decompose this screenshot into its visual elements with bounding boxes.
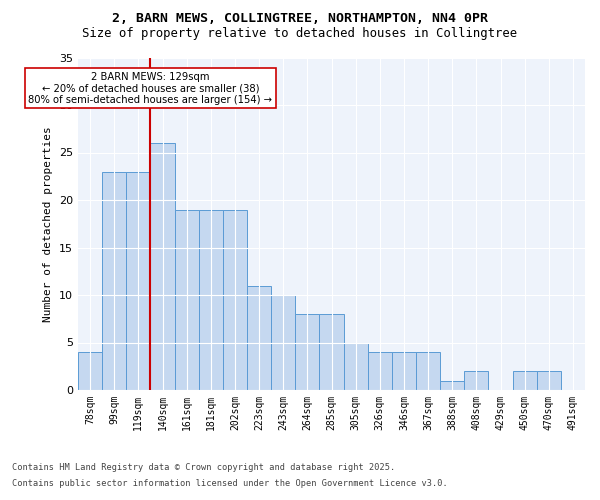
Bar xyxy=(344,342,368,390)
Bar xyxy=(392,352,416,390)
Bar xyxy=(440,380,464,390)
Bar xyxy=(175,210,199,390)
Bar xyxy=(512,371,537,390)
Bar xyxy=(295,314,319,390)
Bar xyxy=(319,314,344,390)
Text: Contains public sector information licensed under the Open Government Licence v3: Contains public sector information licen… xyxy=(12,478,448,488)
Text: 2 BARN MEWS: 129sqm
← 20% of detached houses are smaller (38)
80% of semi-detach: 2 BARN MEWS: 129sqm ← 20% of detached ho… xyxy=(28,72,272,105)
Y-axis label: Number of detached properties: Number of detached properties xyxy=(43,126,53,322)
Bar xyxy=(247,286,271,390)
Bar xyxy=(464,371,488,390)
Bar xyxy=(199,210,223,390)
Bar xyxy=(78,352,102,390)
Bar xyxy=(102,172,126,390)
Bar xyxy=(126,172,151,390)
Bar xyxy=(537,371,561,390)
Text: Contains HM Land Registry data © Crown copyright and database right 2025.: Contains HM Land Registry data © Crown c… xyxy=(12,464,395,472)
Bar xyxy=(271,295,295,390)
Bar xyxy=(151,143,175,390)
Bar xyxy=(223,210,247,390)
Bar xyxy=(416,352,440,390)
Text: Size of property relative to detached houses in Collingtree: Size of property relative to detached ho… xyxy=(82,28,518,40)
Bar xyxy=(368,352,392,390)
Text: 2, BARN MEWS, COLLINGTREE, NORTHAMPTON, NN4 0PR: 2, BARN MEWS, COLLINGTREE, NORTHAMPTON, … xyxy=(112,12,488,26)
